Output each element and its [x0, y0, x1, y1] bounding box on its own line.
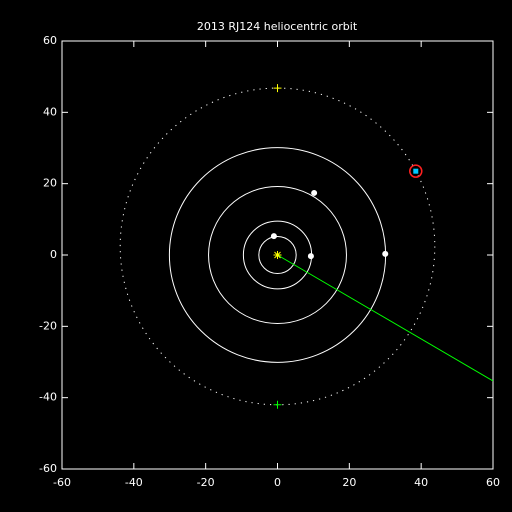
planet — [270, 233, 277, 240]
y-tick-label: 40 — [43, 105, 57, 118]
planet — [311, 189, 318, 196]
y-tick-label: -40 — [39, 391, 57, 404]
x-tick-label: -20 — [197, 476, 215, 489]
y-tick-label: 60 — [43, 34, 57, 47]
marker — [273, 84, 282, 93]
sun — [273, 251, 282, 259]
planet-orbit — [258, 235, 297, 275]
x-tick-label: 20 — [342, 476, 356, 489]
planet — [307, 253, 314, 260]
chart-title: 2013 RJ124 heliocentric orbit — [197, 20, 358, 33]
y-tick-label: 0 — [50, 248, 57, 261]
x-tick-label: -60 — [53, 476, 71, 489]
y-tick-label: -60 — [39, 462, 57, 475]
planet — [382, 250, 389, 257]
object-ring — [409, 164, 423, 178]
object-orbit — [119, 87, 436, 406]
direction-line — [277, 254, 494, 382]
marker — [273, 400, 282, 409]
x-tick-label: -40 — [125, 476, 143, 489]
object — [413, 168, 419, 174]
planet-orbit — [208, 186, 347, 324]
y-tick-label: 20 — [43, 177, 57, 190]
x-tick-label: 60 — [486, 476, 500, 489]
y-tick-label: -20 — [39, 319, 57, 332]
x-tick-label: 0 — [274, 476, 281, 489]
x-tick-label: 40 — [414, 476, 428, 489]
